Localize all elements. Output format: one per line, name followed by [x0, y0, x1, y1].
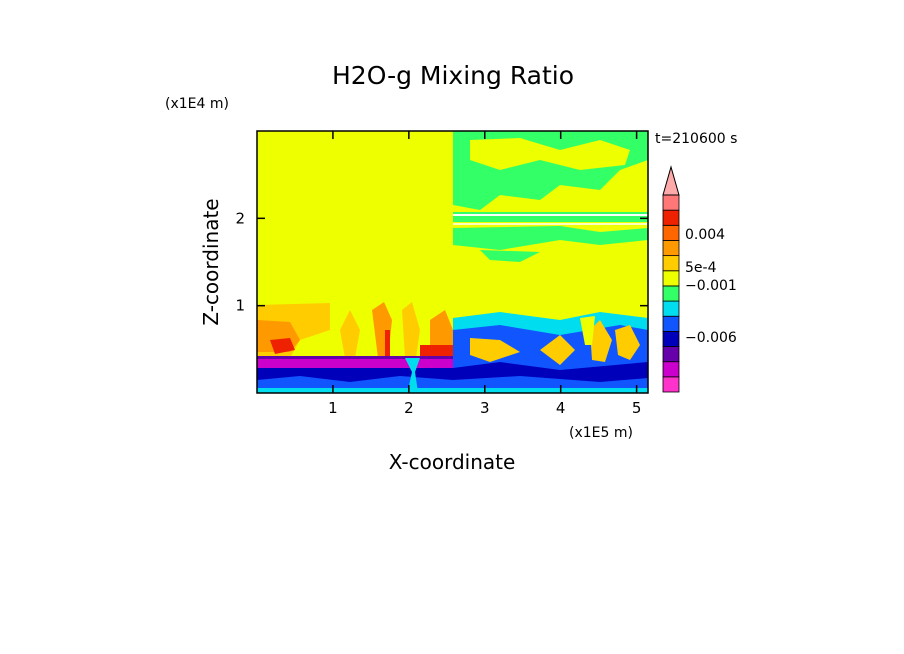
time-label: t=210600 s — [655, 131, 737, 147]
plume-red-stem — [385, 330, 390, 358]
right-orange-blob-2 — [540, 335, 575, 365]
plot-frame — [256, 130, 649, 394]
colorbar-swatch — [662, 255, 680, 272]
colorbar-swatch — [662, 224, 680, 241]
right-orange-blob-1 — [470, 338, 520, 362]
plume-3 — [402, 302, 420, 358]
x-tick-label: 4 — [556, 399, 566, 417]
colorbar-label: −0.006 — [685, 330, 737, 346]
colorbar-swatch — [662, 300, 680, 317]
colorbar-swatch — [662, 376, 680, 393]
left-red-core — [270, 338, 295, 354]
x-unit-label: (x1E5 m) — [569, 425, 633, 441]
chart-title: H2O-g Mixing Ratio — [332, 61, 574, 90]
colorbar-swatch — [662, 270, 680, 287]
axis-tick-labels: 1 2 3 4 5 1 2 — [235, 209, 641, 417]
x-tick-label: 2 — [404, 399, 414, 417]
axis-ticks — [257, 131, 648, 393]
plume-red-base — [420, 345, 453, 358]
purple-layer — [257, 358, 453, 368]
green-band-1 — [453, 212, 648, 222]
x-tick-label: 3 — [480, 399, 490, 417]
purple-layer-top — [257, 356, 453, 359]
colorbar-swatch — [662, 315, 680, 332]
right-orange-blob-4 — [615, 325, 640, 360]
contour-field — [257, 131, 648, 393]
colorbar-swatch — [662, 240, 680, 257]
colorbar-swatch — [662, 209, 680, 226]
colorbar-swatch — [662, 361, 680, 378]
colorbar: 0.004 5e-4 −0.001 −0.006 — [662, 165, 737, 393]
colorbar-swatch — [662, 194, 680, 211]
y-unit-label: (x1E4 m) — [165, 96, 229, 112]
colorbar-label: 0.004 — [685, 227, 725, 243]
colorbar-swatch — [662, 285, 680, 302]
x-tick-label: 1 — [328, 399, 338, 417]
green-patch — [480, 250, 540, 262]
plume-1 — [340, 310, 360, 358]
colorbar-swatch — [662, 330, 680, 347]
y-tick-label: 1 — [235, 297, 245, 315]
x-axis-label: X-coordinate — [389, 450, 516, 474]
colorbar-label: −0.001 — [685, 278, 737, 294]
x-tick-label: 5 — [632, 399, 642, 417]
y-axis-label: Z-coordinate — [199, 198, 223, 325]
right-yellow-plume — [580, 316, 595, 345]
right-orange-blob-3 — [590, 320, 612, 362]
surface-cyan — [257, 388, 648, 393]
y-tick-label: 2 — [235, 209, 245, 227]
colorbar-extend-arrow — [662, 165, 680, 196]
colorbar-label: 5e-4 — [685, 260, 717, 276]
green-band-2 — [453, 226, 648, 250]
upper-yellow-patch — [470, 138, 630, 170]
colorbar-swatch — [662, 346, 680, 363]
mid-cyan-column — [405, 358, 420, 392]
